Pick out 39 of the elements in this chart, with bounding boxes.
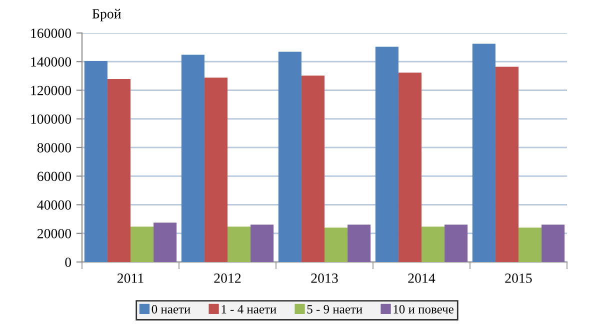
bar (107, 78, 130, 262)
bar (472, 44, 496, 262)
bar (422, 226, 445, 262)
x-tick-label: 2011 (117, 274, 144, 283)
legend-label: 10 и повече (394, 305, 454, 314)
y-tick-label: 0 (65, 258, 72, 267)
bar (542, 224, 565, 262)
bar (495, 66, 518, 262)
x-tick-label: 2015 (505, 274, 532, 283)
legend-label: 5 - 9 наети (307, 305, 362, 314)
bar (348, 224, 371, 262)
y-tick-label: 80000 (37, 143, 72, 152)
y-axis-title: Брой (92, 8, 121, 22)
bar (154, 222, 177, 262)
y-tick-label: 60000 (37, 172, 72, 182)
bar (324, 228, 348, 262)
bar (84, 61, 108, 262)
bar (181, 54, 204, 262)
bar (250, 224, 274, 262)
x-tick-label: 2013 (311, 274, 338, 283)
y-tick-label: 140000 (31, 57, 72, 67)
y-tick-label: 100000 (31, 114, 72, 124)
y-tick-label: 160000 (31, 28, 72, 38)
y-tick-label: 20000 (37, 228, 72, 238)
bar (301, 76, 324, 262)
bar (130, 226, 154, 262)
y-tick-label: 120000 (31, 86, 72, 96)
bar (518, 228, 542, 262)
bar (375, 46, 398, 262)
legend-label: 1 - 4 наети (222, 305, 276, 314)
bar (398, 72, 422, 262)
legend-label: 0 наети (152, 305, 190, 314)
bar (204, 78, 228, 262)
bar (228, 226, 251, 262)
x-tick-label: 2012 (214, 274, 241, 283)
x-tick-label: 2014 (408, 274, 436, 283)
y-tick-label: 40000 (37, 200, 72, 210)
bar (278, 52, 302, 262)
bar (444, 224, 468, 262)
